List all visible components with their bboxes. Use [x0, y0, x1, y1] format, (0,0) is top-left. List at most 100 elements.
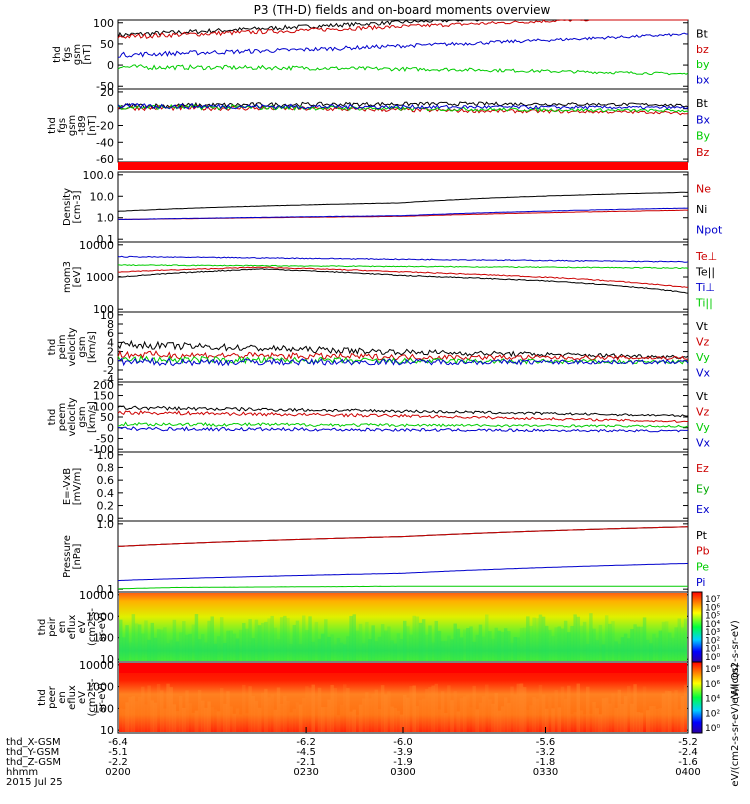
- heatmap-column: [601, 698, 606, 732]
- heatmap-column: [235, 708, 240, 732]
- heatmap-column: [409, 634, 413, 661]
- heatmap-column: [153, 637, 158, 661]
- heatmap-column: [147, 685, 151, 732]
- series-line-Vy: [118, 421, 689, 428]
- heatmap-column: [560, 628, 565, 661]
- heatmap-column: [434, 683, 439, 732]
- heatmap-column: [592, 701, 596, 732]
- heatmap-column: [403, 694, 407, 732]
- heatmap-column: [125, 625, 129, 661]
- heatmap-column: [636, 712, 640, 732]
- y-tick-label: 50: [100, 411, 114, 424]
- y-tick-label: -60: [96, 153, 114, 166]
- y-tick-label: 0: [107, 103, 114, 116]
- heatmap-column: [346, 636, 350, 661]
- y-tick-label: -50: [96, 80, 114, 93]
- y-label-line: [nPa]: [72, 543, 83, 569]
- legend-entry: by: [696, 58, 710, 71]
- heatmap-column: [529, 625, 533, 661]
- heatmap-column: [462, 629, 467, 661]
- heatmap-column: [131, 696, 136, 732]
- heatmap-column: [582, 621, 587, 661]
- y-label-line: gsm: [67, 115, 78, 136]
- x-tick-label: -4.5: [296, 747, 316, 758]
- colorbar-tick: 10⁶: [705, 680, 720, 690]
- legend-entry: Vt: [696, 320, 709, 333]
- heatmap-column: [421, 698, 426, 732]
- legend: Vt Vz Vy Vx: [696, 390, 711, 450]
- heatmap-column: [261, 622, 265, 661]
- heatmap-column: [396, 633, 401, 661]
- heatmap-column: [330, 634, 334, 661]
- panel-frame: [117, 241, 689, 313]
- y-tick-label: -100: [89, 443, 114, 456]
- heatmap-column: [182, 707, 186, 732]
- y-axis-label: E=-VxB [mV/m]: [62, 468, 83, 506]
- heatmap-column: [481, 696, 486, 732]
- y-label-line: eflux: [67, 685, 78, 710]
- heatmap-column: [548, 629, 552, 661]
- y-ticks: 1.00.80.60.40.20.0: [97, 449, 688, 525]
- legend: Pt Pb Pe Pi: [696, 529, 710, 589]
- panel-1: thd fgs gsm [nT] 100 50 0 -50 Bt bz by bx: [52, 17, 710, 93]
- heatmap-column: [368, 698, 372, 732]
- heatmap-column: [336, 637, 341, 661]
- heatmap-column: [339, 642, 344, 661]
- heatmap-column: [418, 622, 423, 661]
- heatmap-column: [245, 713, 249, 732]
- x-tick-label: -2.4: [678, 747, 698, 758]
- heatmap-column: [201, 700, 205, 732]
- heatmap-column: [213, 643, 218, 661]
- y-axis-label: thd peir en eflux eV (cm2-s-sr-eV): [37, 608, 108, 646]
- heatmap-column: [365, 621, 369, 661]
- y-tick-label: 0.6: [97, 474, 115, 487]
- heatmap-column: [586, 644, 590, 661]
- y-label-line: peer: [47, 685, 58, 709]
- y-axis-label: Density [cm-3]: [62, 188, 83, 226]
- heatmap-column: [507, 631, 511, 661]
- legend-entry: Vy: [696, 421, 710, 434]
- heatmap-column: [412, 685, 416, 732]
- heatmap-column: [377, 709, 382, 732]
- colorbar-tick: 10⁴: [705, 695, 720, 705]
- series-line-Vz: [117, 349, 688, 361]
- heatmap-column: [529, 705, 533, 732]
- heatmap-column: [242, 684, 246, 732]
- heatmap-column: [131, 614, 136, 661]
- heatmap-column: [617, 689, 622, 732]
- heatmap-column: [535, 698, 539, 732]
- heatmap-column: [563, 620, 568, 661]
- heatmap-column: [226, 630, 230, 661]
- heatmap-column: [365, 692, 369, 732]
- colorbar-tick: 10⁰: [705, 724, 720, 734]
- heatmap-column: [390, 706, 394, 732]
- y-tick-label: 6: [107, 327, 114, 340]
- heatmap-column: [557, 707, 562, 732]
- x-tick-label: -5.2: [678, 737, 698, 748]
- legend-entry: Te⊥: [695, 250, 717, 263]
- heatmap-column: [576, 616, 581, 661]
- heatmap-column: [384, 630, 388, 661]
- heatmap-column: [160, 629, 164, 661]
- panel-8: Pressure [nPa] 1.0 0.1 Pt Pb Pe Pi: [62, 518, 710, 596]
- legend-entry: Ez: [696, 462, 709, 475]
- y-tick-label: 0.1: [97, 233, 115, 246]
- series-line-Te||: [117, 268, 689, 294]
- x-tick-label: -6.4: [108, 737, 128, 748]
- heatmap-column: [431, 685, 435, 732]
- y-tick-label: 100: [93, 400, 114, 413]
- heatmap-column: [485, 684, 489, 732]
- y-label-line: E=-VxB: [62, 468, 73, 505]
- y-label-line: thd: [47, 409, 58, 426]
- heatmap-column: [459, 698, 464, 732]
- heatmap-column: [361, 643, 366, 661]
- y-tick-label: 100: [93, 702, 114, 715]
- y-tick-label: -2: [103, 364, 114, 377]
- heatmap-column: [576, 683, 581, 732]
- heatmap-column: [485, 614, 489, 661]
- legend: Te⊥ Te|| Ti⊥ Ti||: [695, 250, 717, 310]
- panel-frame: [117, 451, 689, 522]
- legend-entry: Bz: [696, 146, 710, 159]
